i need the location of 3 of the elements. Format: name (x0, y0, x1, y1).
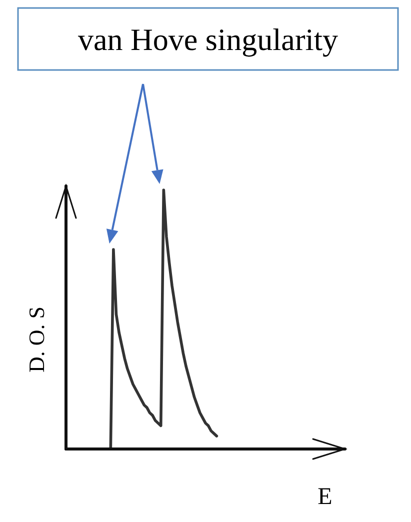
x-axis-title: E (318, 484, 332, 510)
text: van Hove singularity (78, 22, 338, 57)
y-axis-title: D. O. S (24, 306, 49, 373)
